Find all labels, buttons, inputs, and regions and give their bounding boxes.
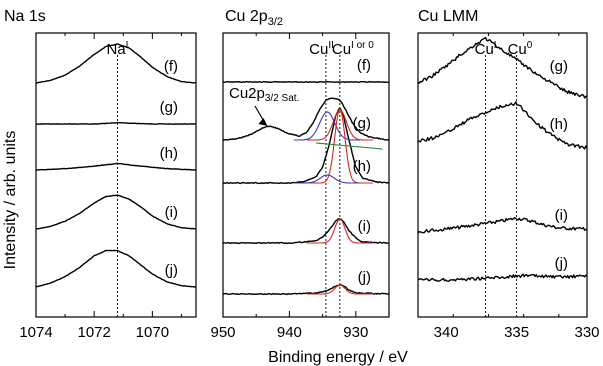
series-i-line <box>417 216 588 234</box>
series-label: (f) <box>357 57 371 74</box>
reference-label: CuII <box>309 40 334 58</box>
x-tick-label: 340 <box>434 324 459 341</box>
y-axis-label: Intensity / arb. units <box>2 131 19 270</box>
x-tick-label: 1074 <box>19 324 52 341</box>
series-h-line <box>36 162 197 171</box>
fit-component-g <box>315 142 383 150</box>
series-j-line <box>417 273 588 282</box>
series-label: (g) <box>353 115 371 132</box>
x-tick-label: 930 <box>343 324 368 341</box>
plot-frame <box>222 32 390 318</box>
x-axis-label: Binding energy / eV <box>268 349 408 366</box>
series-j-line <box>35 249 197 288</box>
reference-label: NaI <box>106 40 128 58</box>
series-label: (h) <box>353 158 371 175</box>
x-tick-label: 940 <box>277 324 302 341</box>
annotation-text: Cu2p3/2 Sat. <box>229 85 299 104</box>
series-i-line <box>35 194 197 230</box>
annotation-arrowhead <box>258 118 268 126</box>
series-g-line <box>222 97 390 141</box>
panel-title: Cu 2p3/2 <box>225 8 283 28</box>
fit-component-h <box>294 174 361 184</box>
x-tick-label: 1072 <box>77 324 110 341</box>
fit-component-g <box>294 111 361 141</box>
series-label: (i) <box>165 204 178 221</box>
fit-component-h <box>306 107 374 184</box>
series-h-line <box>222 107 390 185</box>
panel-na1s: Na 1s NaI 1074 1072 1070 (f) (g) (h) (i) (j) <box>4 8 197 341</box>
series-label: (h) <box>160 145 178 162</box>
series-f-line <box>35 43 196 84</box>
series-g-line <box>35 121 196 125</box>
series-label: (i) <box>555 207 568 224</box>
panel-title: Na 1s <box>4 8 46 25</box>
series-label: (i) <box>358 218 371 235</box>
x-tick-label: 1070 <box>136 324 169 341</box>
series-i-line <box>222 218 390 245</box>
series-j-line <box>223 284 390 296</box>
reference-label: CuI or 0 <box>332 40 374 58</box>
reference-label: Cu0 <box>508 40 533 58</box>
series-label: (j) <box>555 255 568 272</box>
x-tick-label: 950 <box>210 324 235 341</box>
series-label: (j) <box>358 269 371 286</box>
series-g-line <box>417 36 588 99</box>
plot-frame <box>417 32 588 318</box>
series-f-line <box>222 80 389 84</box>
fit-component-i <box>306 218 374 244</box>
series-h-line <box>417 101 588 150</box>
fit-component-j <box>306 284 374 295</box>
series-label: (g) <box>550 58 568 75</box>
series-label: (g) <box>160 99 178 116</box>
series-label: (h) <box>550 116 568 133</box>
series-label: (j) <box>165 262 178 279</box>
panel-title: Cu LMM <box>418 8 478 25</box>
x-tick-label: 335 <box>504 324 529 341</box>
plot-frame <box>35 32 197 318</box>
x-tick-label: 330 <box>574 324 599 341</box>
series-label: (f) <box>164 58 178 75</box>
